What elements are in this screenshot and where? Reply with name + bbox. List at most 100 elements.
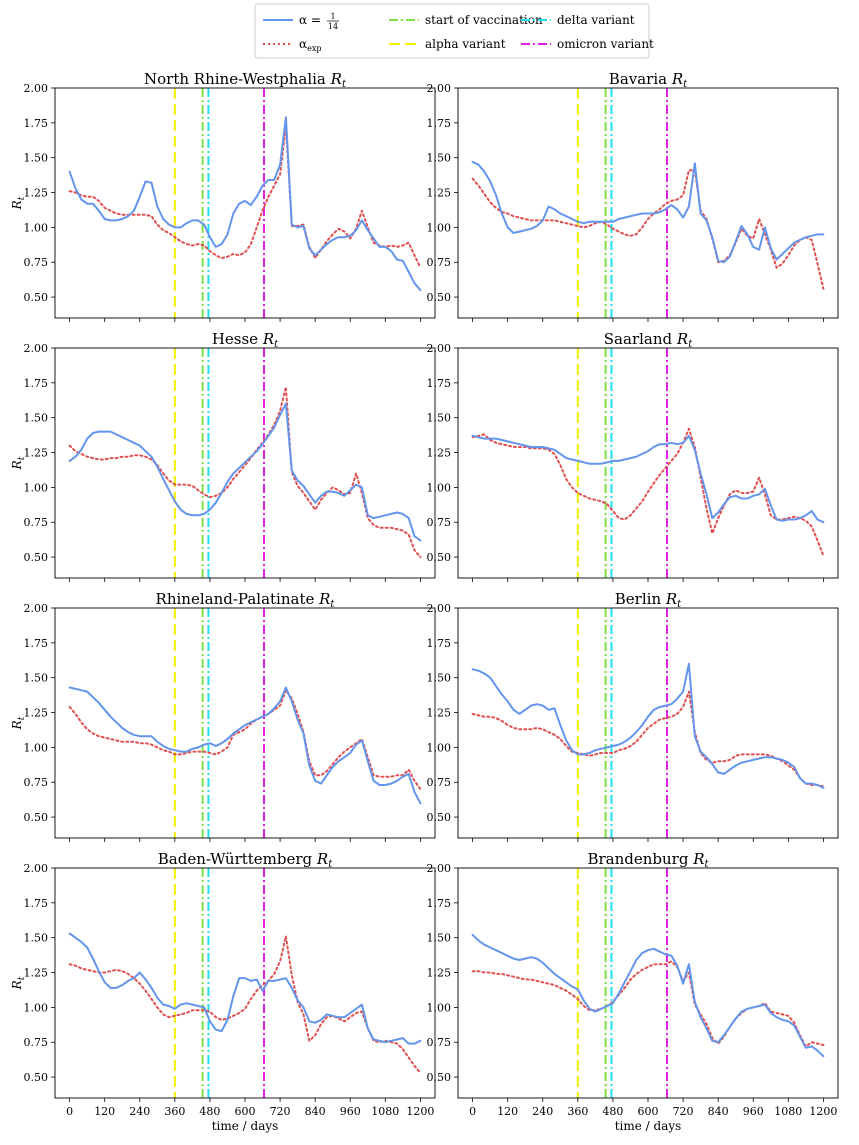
panel-4: 0.50 0.75 1.00 1.25 1.50 1.75 2.00 Rhineland-Pa… xyxy=(10,590,436,842)
panel-title-sub: t xyxy=(705,859,710,870)
x-tick-label: 120 xyxy=(497,1105,518,1118)
series-alpha_fixed xyxy=(68,686,422,805)
x-tick-label: 120 xyxy=(94,1105,115,1118)
x-tick-label: 360 xyxy=(567,1105,588,1118)
y-tick-label: 2.00 xyxy=(427,342,452,355)
y-tick-label: 0.75 xyxy=(427,256,452,269)
series-alpha_exp xyxy=(471,169,825,290)
panel-title-symbol: R xyxy=(676,330,688,348)
y-tick-label: 1.75 xyxy=(427,637,452,650)
panel-title-sub: t xyxy=(328,859,333,870)
y-tick-label: 0.50 xyxy=(427,291,452,304)
x-axis-label: time / days xyxy=(212,1119,279,1133)
panel-title-sub: t xyxy=(330,599,335,610)
y-tick-label: 0.75 xyxy=(24,1036,49,1049)
y-tick-label: 1.00 xyxy=(427,1001,452,1014)
panel-title: Berlin Rt xyxy=(615,590,682,610)
x-tick-label: 1080 xyxy=(371,1105,399,1118)
y-tick-label: 1.50 xyxy=(427,152,452,165)
plot-frame xyxy=(457,347,839,579)
panel-title: North Rhine-Westphalia Rt xyxy=(144,70,347,90)
legend-entry-alpha_var: alpha variant xyxy=(389,37,506,51)
x-tick-label: 1080 xyxy=(774,1105,802,1118)
y-tick-label: 1.00 xyxy=(24,481,49,494)
y-tick-label: 0.50 xyxy=(24,291,49,304)
y-axis-label-symbol: R xyxy=(10,460,24,470)
y-axis-label: Rt xyxy=(10,716,27,730)
y-axis-label-symbol: R xyxy=(10,980,24,990)
y-tick-label: 2.00 xyxy=(24,862,49,875)
y-tick-label: 1.00 xyxy=(427,221,452,234)
y-tick-label: 1.25 xyxy=(427,967,452,980)
panel-0: 0.50 0.75 1.00 1.25 1.50 1.75 2.00 North Rhine-… xyxy=(10,70,436,322)
panel-title: Saarland Rt xyxy=(604,330,693,350)
plot-frame xyxy=(54,867,436,1099)
series-alpha_exp xyxy=(471,960,825,1048)
x-axis-label: time / days xyxy=(615,1119,682,1133)
event-lines xyxy=(173,868,265,1098)
legend-entry-alpha_fixed: α = 114 xyxy=(263,12,339,31)
panel-title-symbol: R xyxy=(671,70,683,88)
legend-label-alpha_var: alpha variant xyxy=(425,37,506,51)
x-tick-label: 240 xyxy=(129,1105,150,1118)
plot-frame xyxy=(457,607,839,839)
y-tick-label: 1.00 xyxy=(24,741,49,754)
panel-title: Bavaria Rt xyxy=(609,70,688,90)
y-tick-label: 0.50 xyxy=(24,811,49,824)
y-tick-label: 0.75 xyxy=(427,516,452,529)
event-lines xyxy=(576,608,668,838)
y-tick-label: 1.50 xyxy=(427,672,452,685)
panel-title-sub: t xyxy=(342,79,347,90)
y-tick-label: 1.75 xyxy=(24,117,49,130)
y-axis-label-sub: t xyxy=(17,716,27,720)
y-tick-label: 2.00 xyxy=(427,602,452,615)
y-tick-label: 0.75 xyxy=(24,256,49,269)
y-axis-label-sub: t xyxy=(17,456,27,460)
y-tick-label: 1.50 xyxy=(427,412,452,425)
y-axis-label-symbol: R xyxy=(10,720,24,730)
x-tick-label: 480 xyxy=(602,1105,623,1118)
y-tick-label: 0.50 xyxy=(24,551,49,564)
panel-6: 0.50 0.75 1.00 1.25 1.50 1.75 2.00 0 120 240 360 48… xyxy=(10,850,436,1133)
x-tick-label: 0 xyxy=(469,1105,476,1118)
panel-title-sub: t xyxy=(274,339,279,350)
y-tick-label: 1.75 xyxy=(427,897,452,910)
panel-1: 0.50 0.75 1.00 1.25 1.50 1.75 2.00 Bavaria Rt xyxy=(427,70,839,322)
series-alpha_exp xyxy=(471,427,825,557)
legend-frac-den: 14 xyxy=(328,22,338,31)
event-lines xyxy=(173,348,265,578)
panel-3: 0.50 0.75 1.00 1.25 1.50 1.75 2.00 Saarland Rt xyxy=(427,330,839,582)
x-tick-label: 600 xyxy=(235,1105,256,1118)
y-tick-label: 1.75 xyxy=(24,897,49,910)
y-tick-label: 0.50 xyxy=(24,1071,49,1084)
legend-label-alpha_fixed: α = xyxy=(299,13,321,27)
y-tick-label: 0.75 xyxy=(24,516,49,529)
x-tick-label: 480 xyxy=(199,1105,220,1118)
series-alpha_fixed xyxy=(471,434,825,524)
y-tick-label: 1.50 xyxy=(427,932,452,945)
legend-label-omicron_var: omicron variant xyxy=(557,37,654,51)
y-tick-label: 0.50 xyxy=(427,551,452,564)
y-axis-label-sub: t xyxy=(17,976,27,980)
legend-sub-exp: exp xyxy=(307,44,321,53)
panel-title: Hesse Rt xyxy=(212,330,279,350)
series-alpha_exp xyxy=(68,689,422,791)
panel-title-sub: t xyxy=(688,339,693,350)
y-tick-label: 1.25 xyxy=(427,187,452,200)
series-alpha_exp xyxy=(68,386,422,559)
y-tick-label: 1.50 xyxy=(24,932,49,945)
y-tick-label: 2.00 xyxy=(24,602,49,615)
event-lines xyxy=(173,88,265,318)
x-tick-label: 240 xyxy=(532,1105,553,1118)
panel-title-symbol: R xyxy=(316,850,328,868)
x-tick-label: 840 xyxy=(708,1105,729,1118)
legend-frac-num: 1 xyxy=(330,12,335,21)
y-tick-label: 2.00 xyxy=(427,862,452,875)
series-alpha_fixed xyxy=(471,662,825,789)
x-tick-label: 1200 xyxy=(406,1105,434,1118)
event-lines xyxy=(576,88,668,318)
plot-frame xyxy=(457,87,839,319)
